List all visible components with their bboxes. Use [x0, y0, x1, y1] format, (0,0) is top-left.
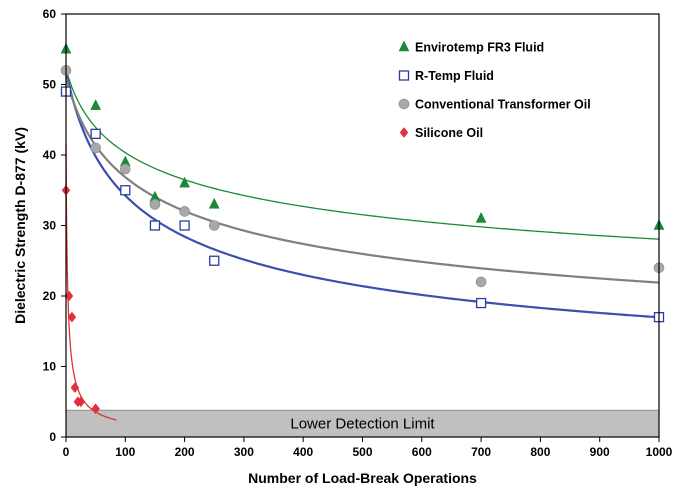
data-point: [475, 276, 487, 288]
x-tick-label: 900: [590, 445, 610, 459]
data-point: [475, 297, 487, 309]
y-axis-ticks: 0 10 20 30 40 50 60: [43, 7, 66, 444]
legend-label: R-Temp Fluid: [415, 69, 494, 83]
legend-marker: [398, 98, 410, 110]
x-tick-label: 400: [293, 445, 313, 459]
y-tick-label: 20: [43, 289, 57, 303]
legend-marker: [398, 70, 410, 81]
data-point: [208, 197, 220, 209]
x-tick-label: 500: [352, 445, 372, 459]
legend-item-r-temp-fluid: R-Temp Fluid: [398, 69, 494, 83]
axes: 0 100 200 300 400 500 600 700 800 900 1000 0 10 20 30…: [12, 7, 673, 486]
annotation-layer: Lower Detection Limit: [65, 409, 660, 438]
y-tick-label: 60: [43, 7, 57, 21]
data-point: [475, 211, 487, 223]
data-point: [179, 220, 190, 231]
x-tick-label: 200: [175, 445, 195, 459]
data-point: [149, 220, 161, 231]
x-tick-label: 0: [63, 445, 70, 459]
trendline-conventional-transformer-oil: [64, 77, 660, 284]
lower-detection-limit-band: [65, 409, 660, 438]
data-point: [76, 396, 86, 408]
x-tick-label: 1000: [646, 445, 673, 459]
data-point: [120, 163, 131, 175]
data-point: [90, 142, 101, 154]
trendline-silicone-oil: [65, 144, 117, 421]
y-tick-label: 0: [49, 430, 56, 444]
data-point: [90, 128, 101, 140]
x-axis-ticks: 0 100 200 300 400 500 600 700 800 900 1000: [63, 437, 673, 459]
y-tick-label: 40: [43, 148, 57, 162]
data-point: [149, 199, 161, 210]
trendline-r-temp-fluid: [64, 70, 660, 319]
data-point: [90, 99, 102, 110]
x-tick-label: 700: [471, 445, 491, 459]
legend-label: Envirotemp FR3 Fluid: [415, 41, 544, 55]
data-point: [179, 206, 190, 217]
data-point-layer: [60, 42, 665, 415]
trendline-envirotemp-fr3-fluid: [65, 69, 660, 240]
data-point: [67, 311, 77, 323]
data-point: [70, 382, 80, 394]
lower-detection-limit-label: Lower Detection Limit: [290, 416, 435, 433]
x-tick-label: 300: [234, 445, 254, 459]
data-point: [208, 220, 220, 231]
data-point: [179, 176, 191, 188]
x-axis-title: Number of Load-Break Operations: [248, 470, 477, 486]
legend-item-envirotemp-fr3-fluid: Envirotemp FR3 Fluid: [398, 40, 544, 55]
y-tick-label: 10: [43, 360, 57, 374]
data-point: [209, 255, 220, 266]
x-tick-label: 100: [115, 445, 135, 459]
x-tick-label: 600: [412, 445, 432, 459]
data-point: [91, 403, 100, 415]
series-conventional-transformer-oil: [60, 65, 665, 288]
y-tick-label: 30: [43, 219, 57, 233]
x-tick-label: 800: [530, 445, 550, 459]
legend-marker: [399, 127, 409, 138]
series-r-temp-fluid: [60, 86, 665, 323]
data-point: [120, 185, 131, 196]
y-axis-title: Dielectric Strength D-877 (kV): [12, 127, 28, 324]
legend-item-silicone-oil: Silicone Oil: [399, 126, 483, 140]
legend-item-conventional-transformer-oil: Conventional Transformer Oil: [398, 98, 591, 112]
legend-label: Conventional Transformer Oil: [415, 98, 591, 112]
trendline-layer: [64, 69, 660, 421]
series-silicone-oil: [61, 184, 100, 415]
legend-marker: [398, 40, 410, 52]
y-tick-label: 50: [43, 78, 57, 92]
legend: Envirotemp FR3 Fluid R-Temp Fluid Conventi…: [398, 40, 591, 140]
legend-label: Silicone Oil: [415, 126, 483, 140]
